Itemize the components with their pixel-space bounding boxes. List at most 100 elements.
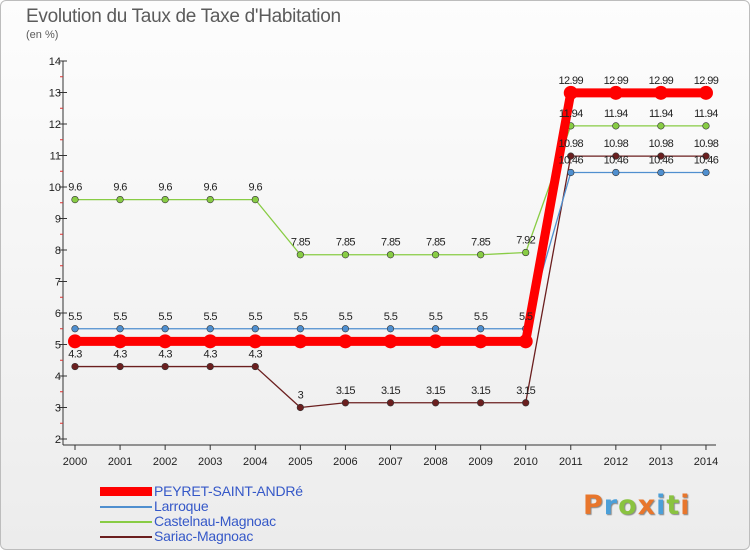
data-point [161,196,169,204]
data-point [251,362,259,371]
series-line-3 [75,155,706,409]
x-tick-label: 2001 [108,456,132,468]
data-label: 3.15 [336,385,355,397]
y-tick-label: 2 [55,434,61,446]
data-label: 11.94 [604,108,628,120]
y-tick-label: 10 [49,182,61,194]
y-tick-label: 12 [49,119,61,131]
data-point [522,248,530,257]
data-point [428,334,443,349]
data-label: 9.6 [249,182,263,194]
data-point [657,122,665,130]
data-point [341,251,350,259]
legend-swatch [100,487,152,496]
data-point [341,399,350,407]
y-tick-label: 3 [55,403,61,415]
data-label: 5.5 [519,311,533,323]
x-tick-label: 2002 [153,456,177,468]
data-label: 11.94 [694,108,718,120]
x-tick-label: 2007 [378,456,402,468]
chart-title: Evolution du Taux de Taxe d'Habitation [26,6,341,27]
data-point [293,334,308,349]
data-label: 10.98 [604,138,629,150]
data-point [657,168,665,177]
data-label: 10.46 [604,155,629,167]
data-point [206,196,214,204]
data-point [341,325,350,333]
chart-subtitle: (en %) [26,29,59,41]
x-tick-label: 2010 [513,456,537,468]
data-point [473,334,488,349]
data-label: 5.5 [474,311,488,323]
data-point [251,325,259,333]
data-point [71,196,79,204]
data-point [296,325,304,333]
data-point [116,362,124,371]
data-point [698,85,713,100]
data-label: 10.46 [559,155,584,167]
data-label: 3.15 [381,385,400,397]
data-label: 4.3 [113,349,127,361]
data-point [477,251,485,259]
y-tick-label: 6 [55,308,61,320]
data-label: 5.5 [113,311,127,323]
data-point [431,251,440,259]
series-line-1 [75,171,706,330]
data-label: 5.5 [158,311,172,323]
data-label: 10.46 [649,155,674,167]
data-point [518,334,533,349]
data-point [296,251,304,259]
x-tick-label: 2013 [649,456,673,468]
data-point [161,325,169,333]
data-point [338,334,353,349]
data-label: 9.6 [203,182,217,194]
legend-label: Larroque [154,498,209,514]
data-label: 9.6 [113,182,127,194]
y-tick-label: 5 [55,340,61,352]
data-point [702,152,710,160]
data-label: 7.85 [426,237,445,249]
data-point [477,325,485,333]
data-point [431,325,440,333]
x-tick-label: 2005 [288,456,312,468]
data-point [657,152,665,160]
data-label: 10.46 [694,155,719,167]
data-point [612,122,620,130]
data-point [386,251,395,259]
legend-label: Sariac-Magnoac [154,528,254,544]
x-tick-label: 2004 [243,456,267,468]
y-tick-label: 13 [49,88,61,100]
data-point [68,334,82,349]
legend-swatch [100,536,152,538]
data-label: 12.99 [694,75,719,87]
x-tick-label: 2000 [63,456,87,468]
data-point [206,362,214,371]
data-point [386,399,395,407]
y-tick-label: 14 [49,56,61,68]
data-point [653,85,668,100]
data-label: 12.99 [604,75,629,87]
data-point [431,399,440,407]
data-label: 7.85 [381,237,400,249]
data-label: 4.3 [158,349,172,361]
data-label: 11.94 [559,108,583,120]
data-point [608,85,623,100]
data-point [563,85,578,100]
data-label: 5.5 [384,311,398,323]
x-tick-label: 2014 [694,456,718,468]
data-label: 5.5 [294,311,308,323]
series-line-0 [75,88,706,346]
x-tick-label: 2011 [559,456,583,468]
data-label: 12.99 [559,75,584,87]
data-point [116,325,124,333]
y-tick-label: 7 [55,277,61,289]
data-label: 7.92 [516,235,535,247]
data-label: 5.5 [429,311,443,323]
data-label: 4.3 [68,349,82,361]
x-tick-label: 2006 [333,456,357,468]
data-point [612,168,620,177]
data-label: 12.99 [649,75,674,87]
data-label: 7.85 [471,237,490,249]
data-label: 4.3 [203,349,217,361]
